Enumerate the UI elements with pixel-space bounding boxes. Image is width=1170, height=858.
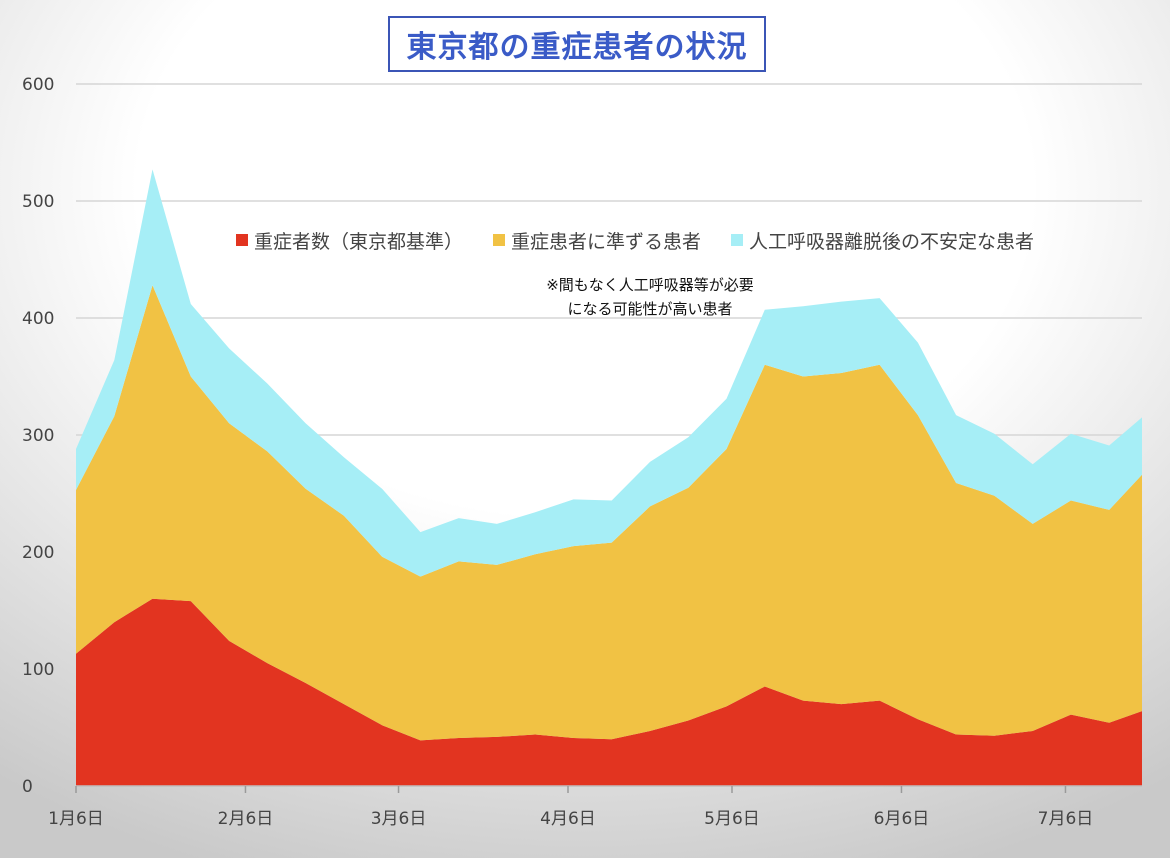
y-tick-label: 100 — [22, 660, 54, 680]
annotation-line-1: ※間もなく人工呼吸器等が必要 — [546, 276, 754, 294]
x-tick-label: 6月6日 — [874, 809, 930, 829]
annotation-line-2: になる可能性が高い患者 — [567, 300, 733, 318]
legend-swatch — [493, 234, 506, 246]
y-tick-label: 0 — [22, 777, 33, 797]
x-tick-label: 7月6日 — [1038, 809, 1094, 829]
y-tick-label: 500 — [22, 192, 54, 212]
legend-label: 重症者数（東京都基準） — [254, 230, 464, 253]
legend-label: 人工呼吸器離脱後の不安定な患者 — [749, 230, 1035, 253]
x-tick-label: 4月6日 — [540, 809, 596, 829]
y-tick-label: 600 — [22, 75, 54, 95]
legend: 重症者数（東京都基準） 重症患者に準ずる患者 人工呼吸器離脱後の不安定な患者 — [236, 226, 1064, 254]
area-series-3 — [76, 169, 1142, 577]
legend-label: 重症患者に準ずる患者 — [511, 230, 702, 253]
legend-item-1: 重症者数（東京都基準） — [236, 227, 463, 254]
x-tick-label: 3月6日 — [371, 809, 427, 829]
chart-title: 東京都の重症患者の状況 — [406, 30, 748, 65]
x-tick-label: 1月6日 — [48, 809, 104, 829]
chart-title-box: 東京都の重症患者の状況 — [388, 16, 766, 72]
area-series-1 — [76, 598, 1142, 786]
y-tick-label: 400 — [22, 309, 54, 329]
x-tick-label: 2月6日 — [218, 809, 274, 829]
legend-swatch — [236, 234, 248, 246]
area-series-2 — [76, 285, 1142, 741]
x-tick-label: 5月6日 — [704, 809, 760, 829]
y-tick-label: 200 — [22, 543, 54, 563]
annotation-note: ※間もなく人工呼吸器等が必要 になる可能性が高い患者 — [500, 273, 800, 321]
y-tick-label: 300 — [22, 426, 54, 446]
legend-swatch — [731, 234, 744, 246]
legend-item-3: 人工呼吸器離脱後の不安定な患者 — [731, 227, 1034, 254]
legend-item-2: 重症患者に準ずる患者 — [493, 227, 701, 254]
